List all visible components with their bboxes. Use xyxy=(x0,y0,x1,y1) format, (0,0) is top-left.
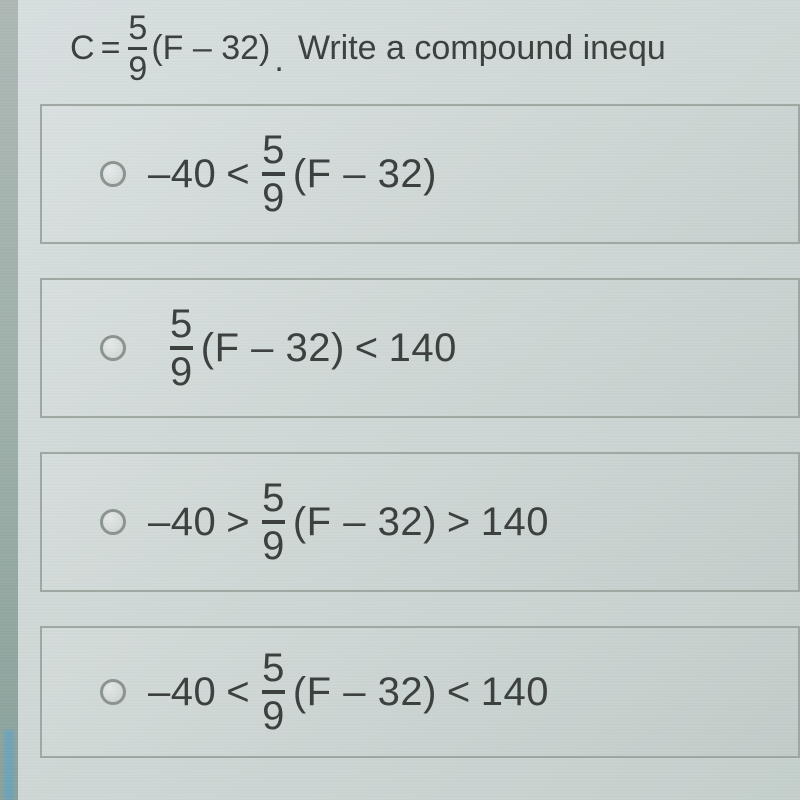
option-a[interactable]: –40 < 5 9 (F – 32) xyxy=(40,104,800,244)
option-d-expression: –40 < 5 9 (F – 32) < 140 xyxy=(148,648,549,736)
opt-right: 140 xyxy=(389,326,457,371)
fraction-numerator: 5 xyxy=(170,304,193,346)
option-a-expression: –40 < 5 9 (F – 32) xyxy=(148,130,457,218)
fraction-denominator: 9 xyxy=(262,176,285,218)
question-prompt: C = 5 9 (F – 32) . Write a compound ineq… xyxy=(70,6,800,90)
fraction-denominator: 9 xyxy=(262,524,285,566)
radio-icon[interactable] xyxy=(100,509,126,535)
option-b[interactable]: 5 9 (F – 32) < 140 xyxy=(40,278,800,418)
prompt-tail: Write a compound inequ xyxy=(298,29,666,68)
opt-op1: < xyxy=(222,670,254,715)
radio-icon[interactable] xyxy=(100,679,126,705)
fraction-numerator: 5 xyxy=(262,648,285,690)
prompt-paren: (F – 32) xyxy=(151,29,270,68)
fraction-numerator: 5 xyxy=(128,11,147,47)
answer-options: –40 < 5 9 (F – 32) 5 9 (F – 32) < 140 xyxy=(40,104,800,758)
opt-fraction: 5 9 xyxy=(170,304,193,392)
prompt-lhs: C xyxy=(70,29,95,68)
opt-mid: (F – 32) xyxy=(293,670,437,715)
opt-fraction: 5 9 xyxy=(262,478,285,566)
option-c[interactable]: –40 > 5 9 (F – 32) > 140 xyxy=(40,452,800,592)
prompt-equals: = xyxy=(97,29,125,68)
prompt-fraction: 5 9 xyxy=(128,11,147,86)
radio-icon[interactable] xyxy=(100,335,126,361)
option-b-expression: 5 9 (F – 32) < 140 xyxy=(148,304,457,392)
opt-op2: < xyxy=(351,326,383,371)
opt-fraction: 5 9 xyxy=(262,648,285,736)
window-edge xyxy=(0,0,18,800)
fraction-denominator: 9 xyxy=(262,694,285,736)
opt-mid: (F – 32) xyxy=(201,326,345,371)
option-c-expression: –40 > 5 9 (F – 32) > 140 xyxy=(148,478,549,566)
opt-right: 140 xyxy=(481,500,549,545)
prompt-dot: . xyxy=(274,41,283,90)
opt-op2: < xyxy=(443,670,475,715)
opt-right: 140 xyxy=(481,670,549,715)
radio-icon[interactable] xyxy=(100,161,126,187)
fraction-numerator: 5 xyxy=(262,130,285,172)
fraction-denominator: 9 xyxy=(170,350,193,392)
opt-mid: (F – 32) xyxy=(293,500,437,545)
fraction-numerator: 5 xyxy=(262,478,285,520)
option-d[interactable]: –40 < 5 9 (F – 32) < 140 xyxy=(40,626,800,758)
opt-fraction: 5 9 xyxy=(262,130,285,218)
opt-left: –40 xyxy=(148,152,216,197)
opt-op1: < xyxy=(222,152,254,197)
opt-left: –40 xyxy=(148,500,216,545)
opt-mid: (F – 32) xyxy=(293,152,437,197)
opt-op1: > xyxy=(222,500,254,545)
fraction-denominator: 9 xyxy=(128,50,147,86)
opt-left: –40 xyxy=(148,670,216,715)
opt-op2: > xyxy=(443,500,475,545)
